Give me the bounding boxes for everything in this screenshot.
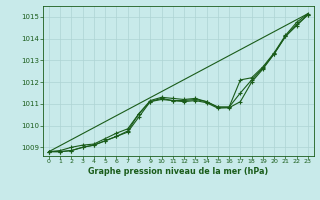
X-axis label: Graphe pression niveau de la mer (hPa): Graphe pression niveau de la mer (hPa)	[88, 167, 268, 176]
